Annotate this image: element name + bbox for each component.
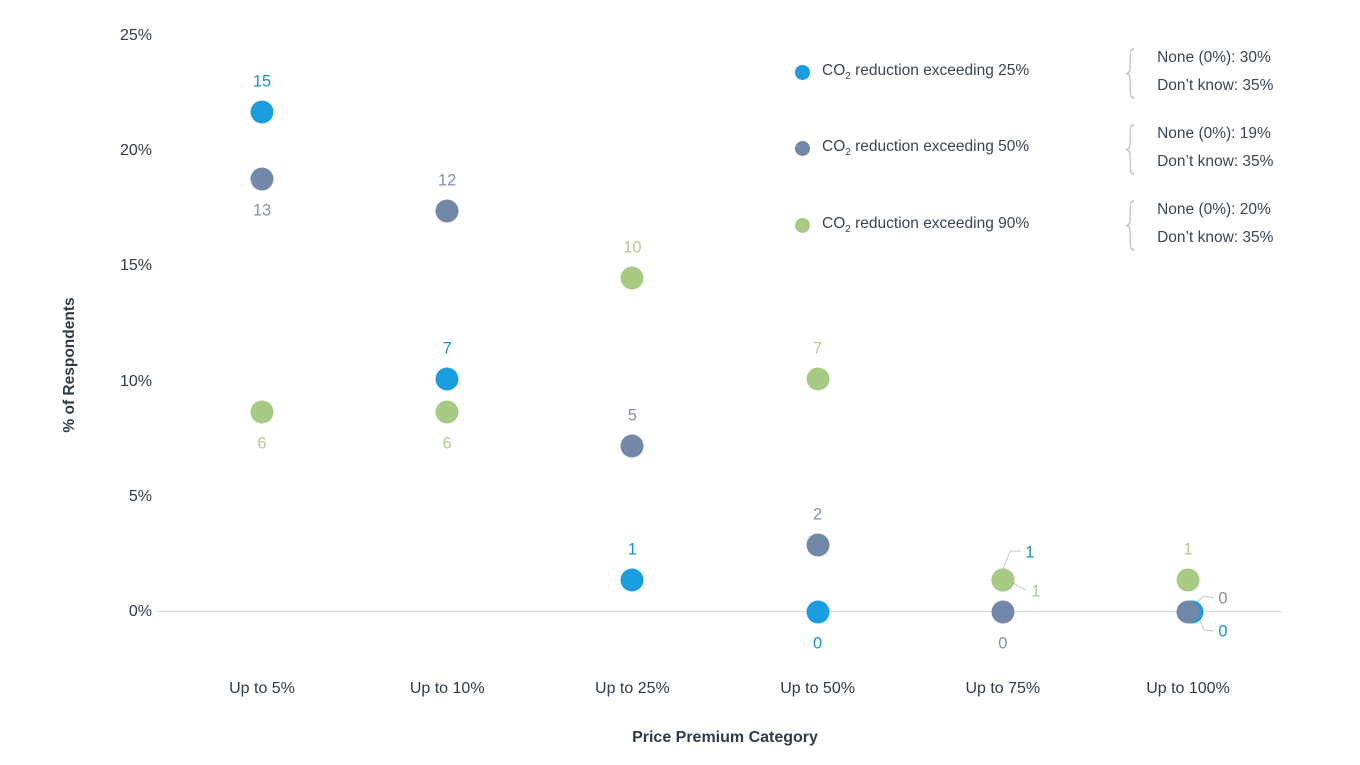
- y-tick-label: 15%: [119, 257, 152, 275]
- annotation-lines: None (0%): 19% Don’t know: 35%: [1157, 120, 1273, 176]
- legend-item: CO2 reduction exceeding 25%: [795, 62, 1029, 82]
- data-point: [250, 400, 274, 424]
- leader-line: [1198, 617, 1215, 632]
- data-point: [806, 367, 830, 391]
- data-point-label: 7: [813, 339, 823, 358]
- data-point: [806, 600, 830, 624]
- y-tick-label: 10%: [119, 372, 152, 390]
- brace-icon: {: [1120, 116, 1141, 180]
- data-point-label: 2: [813, 505, 823, 524]
- data-point: [1176, 600, 1200, 624]
- x-axis-line: [157, 611, 1282, 612]
- annotation-group: {None (0%): 20% Don’t know: 35%: [1114, 196, 1273, 252]
- data-point-label: 10: [623, 238, 642, 257]
- data-point: [620, 568, 644, 592]
- annotation-dont-know: Don’t know: 35%: [1157, 77, 1274, 94]
- legend-item: CO2 reduction exceeding 50%: [795, 138, 1029, 158]
- data-point: [250, 167, 274, 191]
- data-point-label: 1: [627, 540, 637, 559]
- legend-label: CO2 reduction exceeding 50%: [822, 137, 1030, 159]
- legend-label: CO2 reduction exceeding 25%: [822, 61, 1030, 83]
- legend-marker-icon: [795, 217, 810, 233]
- y-axis-ticks: 0% 5% 10% 15% 20% 25%: [0, 0, 152, 765]
- data-point: [991, 568, 1015, 592]
- data-point: [435, 367, 459, 391]
- y-tick-label: 5%: [128, 487, 152, 505]
- legend-item: CO2 reduction exceeding 90%: [795, 215, 1029, 235]
- data-point-label: 13: [252, 201, 272, 220]
- data-point: [806, 533, 830, 557]
- data-point-label: 1: [1031, 582, 1041, 601]
- data-point-label: 15: [252, 72, 272, 91]
- y-tick-label: 0%: [128, 603, 152, 620]
- data-point: [991, 600, 1015, 624]
- y-tick-label: 25%: [119, 27, 152, 44]
- legend-marker-icon: [795, 140, 810, 156]
- data-point-label: 6: [442, 434, 452, 453]
- data-point-label: 0: [998, 634, 1008, 653]
- leader-line: [1196, 595, 1215, 603]
- annotation-none: None (0%): 30%: [1157, 49, 1271, 66]
- legend-marker-icon: [795, 64, 810, 80]
- data-point-label: 5: [627, 406, 637, 425]
- data-point: [620, 266, 644, 290]
- data-point-label: 0: [1218, 589, 1228, 608]
- data-point: [620, 434, 644, 458]
- data-point: [435, 199, 459, 223]
- legend-label: CO2 reduction exceeding 90%: [822, 214, 1030, 236]
- data-point-label: 0: [1218, 622, 1228, 641]
- data-point-label: 7: [442, 339, 452, 358]
- data-point-label: 0: [813, 634, 823, 653]
- data-point-label: 1: [1025, 543, 1035, 562]
- annotation-group: {None (0%): 19% Don’t know: 35%: [1114, 120, 1273, 176]
- y-tick-label: 20%: [119, 142, 152, 160]
- annotation-dont-know: Don’t know: 35%: [1157, 153, 1274, 170]
- data-point: [1176, 568, 1200, 592]
- data-point: [250, 100, 274, 124]
- data-point-label: 6: [257, 434, 267, 453]
- annotation-none: None (0%): 19%: [1157, 125, 1271, 142]
- annotation-lines: None (0%): 30% Don’t know: 35%: [1157, 44, 1273, 100]
- x-axis-title: Price Premium Category: [632, 729, 818, 746]
- annotation-group: {None (0%): 30% Don’t know: 35%: [1114, 44, 1273, 100]
- brace-icon: {: [1120, 40, 1141, 104]
- annotation-dont-know: Don’t know: 35%: [1157, 229, 1274, 246]
- data-point-label: 12: [438, 171, 457, 190]
- data-point-label: 1: [1183, 540, 1193, 559]
- annotation-none: None (0%): 20%: [1157, 201, 1271, 218]
- brace-icon: {: [1120, 192, 1141, 256]
- data-point: [435, 400, 459, 424]
- annotation-lines: None (0%): 20% Don’t know: 35%: [1157, 196, 1273, 252]
